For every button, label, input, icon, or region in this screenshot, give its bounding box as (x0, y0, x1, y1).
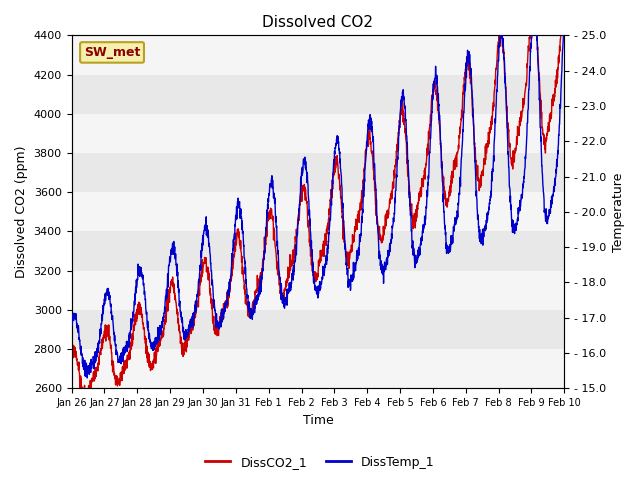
Bar (72, 310, 564, 349)
Bar (72, 153, 564, 192)
Title: Dissolved CO2: Dissolved CO2 (262, 15, 373, 30)
Y-axis label: Dissolved CO2 (ppm): Dissolved CO2 (ppm) (15, 145, 28, 278)
Bar (72, 114, 564, 153)
Y-axis label: Temperature: Temperature (612, 172, 625, 252)
Bar (72, 36, 564, 74)
Bar (72, 192, 564, 231)
Bar (72, 349, 564, 388)
X-axis label: Time: Time (303, 414, 333, 427)
Text: SW_met: SW_met (84, 46, 140, 59)
Legend: DissCO2_1, DissTemp_1: DissCO2_1, DissTemp_1 (200, 451, 440, 474)
Bar (72, 231, 564, 271)
Bar (72, 271, 564, 310)
Bar (72, 74, 564, 114)
